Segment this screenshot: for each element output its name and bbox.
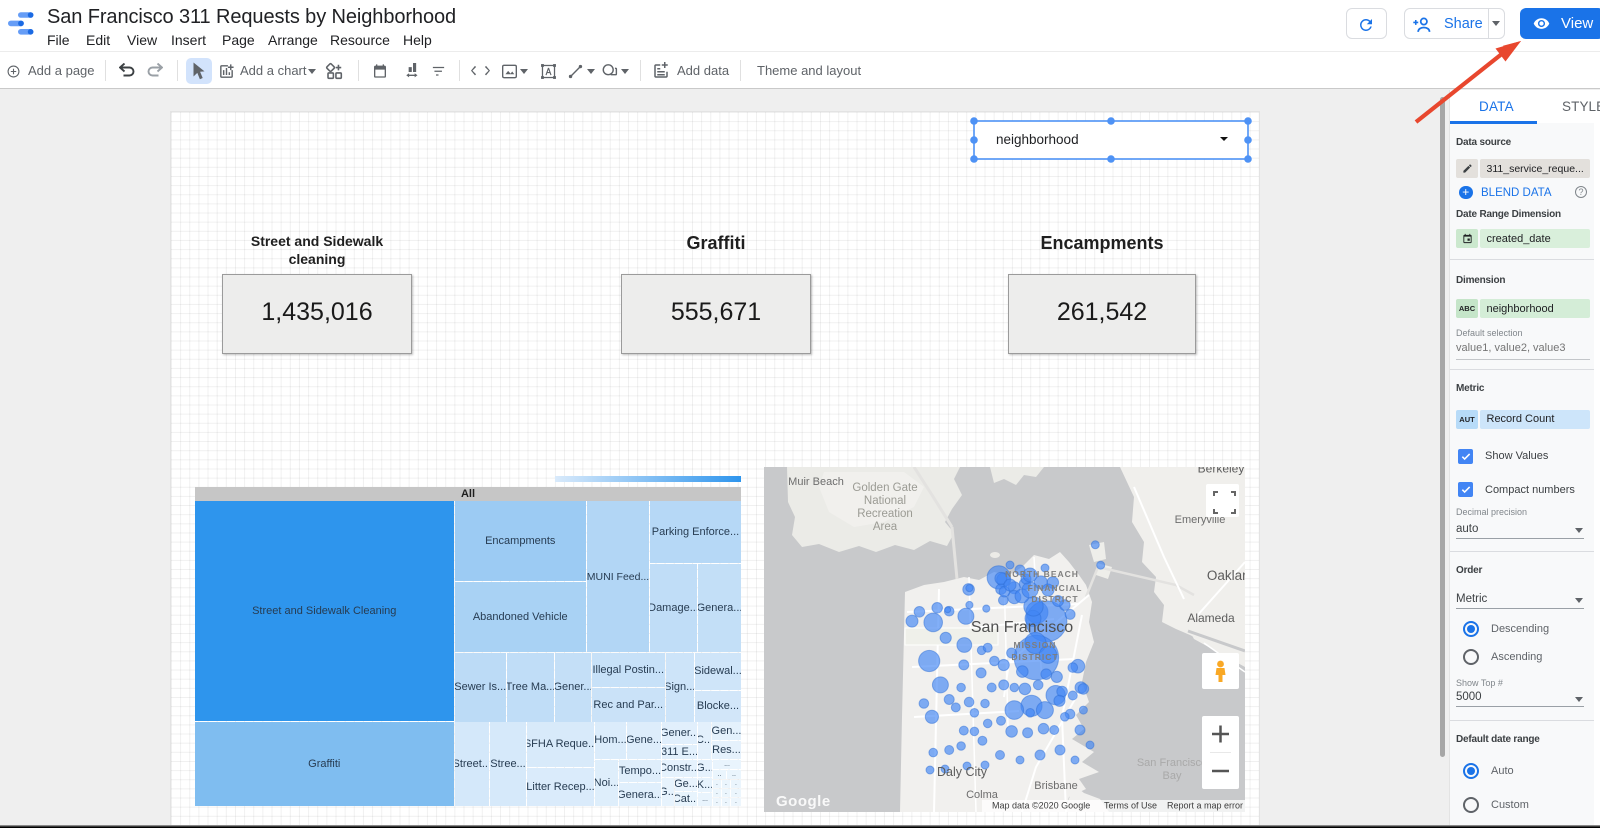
svg-text:Bay: Bay <box>1163 770 1182 782</box>
svg-text:National: National <box>864 495 906 507</box>
svg-text:Map data ©2020 Google: Map data ©2020 Google <box>992 801 1090 811</box>
svg-text:San Francisco: San Francisco <box>1137 757 1207 769</box>
svg-text:Brisbane: Brisbane <box>1034 780 1077 792</box>
svg-text:MISSION: MISSION <box>1014 640 1057 650</box>
svg-text:DISTRICT: DISTRICT <box>1031 594 1078 604</box>
svg-text:Recreation: Recreation <box>857 508 913 520</box>
svg-text:Area: Area <box>873 521 898 533</box>
svg-text:Colma: Colma <box>966 789 999 801</box>
svg-text:NORTH BEACH: NORTH BEACH <box>1005 569 1079 579</box>
svg-text:Oakland: Oakland <box>1207 568 1245 583</box>
svg-text:Muir Beach: Muir Beach <box>788 476 844 488</box>
svg-text:San Francisco: San Francisco <box>971 619 1073 636</box>
svg-text:Report a map error: Report a map error <box>1167 801 1243 811</box>
svg-text:Alameda: Alameda <box>1187 611 1235 625</box>
svg-text:FINANCIAL: FINANCIAL <box>1028 583 1083 593</box>
svg-text:Berkeley: Berkeley <box>1198 467 1245 476</box>
svg-text:Google: Google <box>776 793 831 810</box>
svg-text:Golden Gate: Golden Gate <box>852 482 917 494</box>
svg-text:DISTRICT: DISTRICT <box>1011 652 1058 662</box>
svg-text:Terms of Use: Terms of Use <box>1104 801 1157 811</box>
svg-text:Daly City: Daly City <box>937 765 988 779</box>
